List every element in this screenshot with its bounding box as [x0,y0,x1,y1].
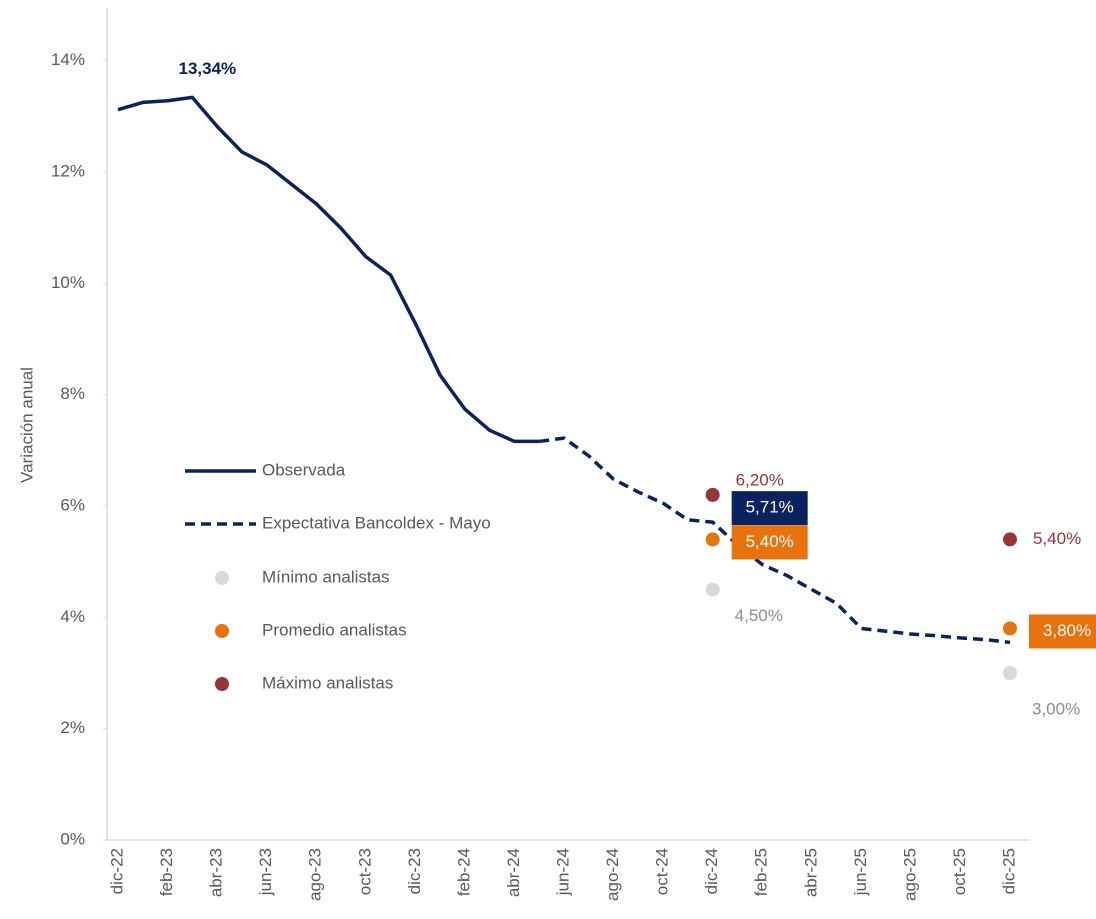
legend-label: Expectativa Bancoldex - Mayo [262,513,491,532]
y-axis-label: Variación anual [17,367,36,483]
analyst-point [1003,666,1017,680]
y-tick-label: 4% [60,607,85,626]
data-label: 5,40% [746,532,794,551]
x-tick-label: feb-23 [157,848,176,896]
x-tick-label: ago-25 [900,848,919,901]
forecast-line [538,436,1011,645]
x-tick-label: oct-24 [653,848,672,895]
x-tick-label: abr-25 [801,848,820,897]
y-tick-label: 8% [60,384,85,403]
x-tick-label: jun-24 [553,848,572,896]
analyst-point [705,532,720,547]
data-label: 4,50% [735,606,783,625]
legend-marker [215,571,229,585]
y-tick-label: 14% [51,50,85,69]
x-tick-label: dic-24 [702,848,721,894]
legend-label: Observada [262,460,346,479]
analyst-point [705,582,720,597]
x-tick-label: abr-24 [504,848,523,897]
legend-label: Máximo analistas [262,673,393,692]
x-tick-label: abr-23 [207,848,226,897]
y-tick-label: 10% [51,273,85,292]
data-label-box: 5,71% [731,491,808,526]
legend-label: Mínimo analistas [262,567,390,586]
data-label: 5,40% [1033,529,1081,548]
x-tick-label: dic-22 [107,848,126,894]
y-tick-label: 12% [51,161,85,180]
data-label: 3,00% [1032,699,1080,718]
data-label-box: 5,40% [731,525,808,560]
analyst-point [1003,532,1017,547]
data-label: 13,34% [178,59,236,78]
label-box [731,491,808,526]
x-tick-label: jun-25 [851,848,870,896]
y-tick-label: 0% [60,829,85,848]
x-tick-label: jun-23 [256,848,275,896]
x-tick-label: ago-23 [306,848,325,901]
x-tick-label: dic-23 [405,848,424,894]
legend-marker [215,624,229,638]
data-label: 5,71% [746,498,794,517]
label-box [731,525,808,560]
x-tick-label: feb-25 [752,848,771,896]
x-tick-label: oct-25 [950,848,969,895]
legend-label: Promedio analistas [262,620,407,639]
data-label: 3,80% [1043,621,1091,640]
label-box [1029,614,1096,649]
data-label-box: 3,80% [1029,614,1096,649]
observed-line [117,95,540,444]
x-tick-label: ago-24 [603,848,622,901]
x-tick-label: feb-24 [454,848,473,896]
analyst-point [705,487,720,502]
x-tick-label: dic-25 [999,848,1018,894]
analyst-point [1003,621,1017,636]
data-label: 6,20% [736,470,784,489]
y-tick-label: 2% [60,718,85,737]
legend-marker [215,677,229,691]
x-tick-label: oct-23 [355,848,374,895]
y-tick-label: 6% [60,495,85,514]
